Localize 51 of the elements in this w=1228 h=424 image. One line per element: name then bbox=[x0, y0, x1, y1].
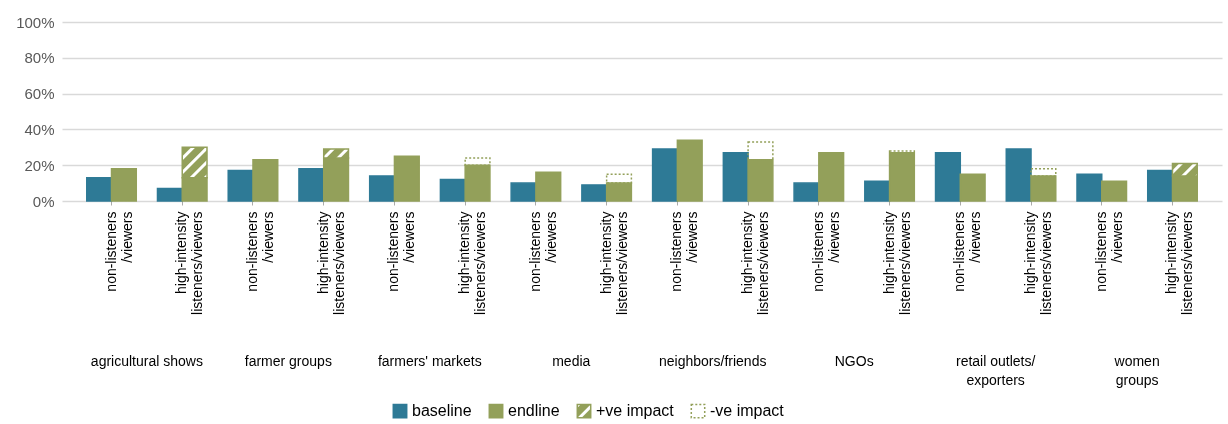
bar bbox=[535, 171, 562, 202]
legend-label: -ve impact bbox=[710, 402, 785, 420]
text: retail outlets/ exporters bbox=[955, 352, 1036, 390]
bar bbox=[934, 151, 962, 202]
x-tick-label: non-listeners /viewers bbox=[668, 211, 701, 292]
x-tick-label: non-listeners /viewers bbox=[951, 211, 984, 292]
bar bbox=[722, 151, 749, 202]
bar bbox=[676, 139, 703, 202]
bar bbox=[864, 180, 891, 202]
x-tick-label: non-listeners /viewers bbox=[385, 211, 418, 292]
text: women groups bbox=[1114, 352, 1160, 390]
y-tick-label: 0% bbox=[32, 192, 55, 210]
bar bbox=[1101, 180, 1128, 202]
bar bbox=[793, 182, 820, 202]
bar bbox=[156, 187, 183, 202]
text: media bbox=[552, 352, 591, 371]
y-tick-label: 40% bbox=[24, 120, 55, 138]
bar bbox=[393, 155, 420, 202]
y-tick-label: 60% bbox=[24, 85, 55, 103]
bar bbox=[1146, 169, 1174, 202]
bar bbox=[888, 151, 916, 202]
text: farmers' markets bbox=[377, 352, 482, 371]
bar bbox=[86, 176, 113, 202]
bar bbox=[227, 169, 254, 202]
bar bbox=[1005, 148, 1032, 202]
x-tick-label: non-listeners /viewers bbox=[809, 211, 842, 292]
x-tick-label: non-listeners /viewers bbox=[1092, 211, 1125, 292]
bar bbox=[110, 168, 138, 202]
bar bbox=[368, 175, 396, 202]
y-tick-label: 100% bbox=[16, 13, 55, 31]
bar bbox=[252, 159, 279, 202]
bar bbox=[959, 173, 986, 202]
legend-label: baseline bbox=[412, 402, 472, 420]
text: neighbors/friends bbox=[659, 352, 767, 371]
x-tick-label: non-listeners /viewers bbox=[526, 211, 559, 292]
bar bbox=[1076, 173, 1103, 202]
text: farmer groups bbox=[244, 352, 332, 371]
bar bbox=[510, 182, 537, 202]
text: agricultural shows bbox=[90, 352, 203, 371]
y-tick-label: 20% bbox=[24, 156, 55, 174]
x-tick-label: non-listeners /viewers bbox=[243, 211, 276, 292]
text: NGOs bbox=[834, 352, 874, 371]
bar bbox=[651, 148, 679, 202]
bar bbox=[581, 184, 608, 202]
y-tick-label: 80% bbox=[24, 49, 55, 67]
bar bbox=[818, 151, 845, 202]
bar bbox=[298, 168, 325, 202]
legend-label: endline bbox=[508, 402, 560, 420]
x-tick-label: non-listeners /viewers bbox=[102, 211, 135, 292]
bar bbox=[439, 178, 466, 202]
legend-label: +ve impact bbox=[596, 402, 675, 420]
